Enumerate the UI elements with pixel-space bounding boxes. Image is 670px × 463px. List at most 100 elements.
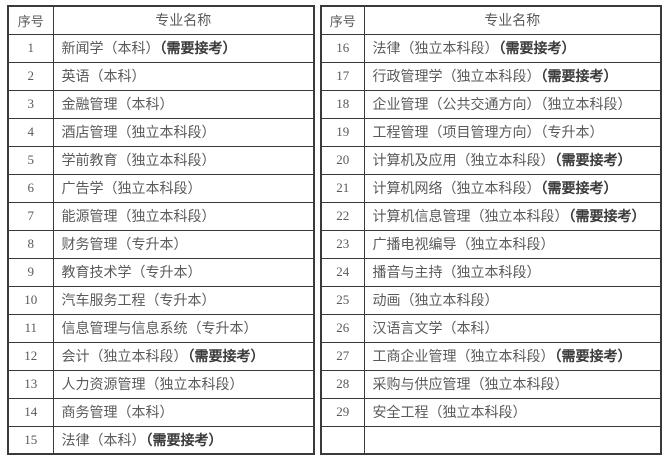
table-header: 序号 专业名称 — [320, 5, 662, 35]
serial-number-cell: 11 — [7, 313, 54, 343]
table-row: 22 计算机信息管理（独立本科段）（需要接考） — [320, 201, 662, 231]
header-serial-number: 序号 — [7, 5, 54, 35]
major-name-cell: 安全工程（独立本科段） — [363, 397, 662, 427]
serial-number-cell: 15 — [7, 425, 54, 455]
table-row: 1 新闻学（本科）（需要接考） — [7, 33, 315, 63]
table-row: 2 英语（本科） — [7, 61, 315, 91]
table-row: 11 信息管理与信息系统（专升本） — [7, 313, 315, 343]
major-name-text: 人力资源管理（独立本科段） — [61, 378, 244, 393]
major-name-cell: 金融管理（本科） — [52, 89, 315, 119]
major-name-text: 法律（独立本科段） — [372, 42, 499, 57]
serial-number-cell: 25 — [320, 285, 365, 315]
table-row: 28 采购与供应管理（独立本科段） — [320, 369, 662, 399]
major-name-cell: 工商企业管理（独立本科段）（需要接考） — [363, 341, 662, 371]
table-row: 20 计算机及应用（独立本科段）（需要接考） — [320, 145, 662, 175]
major-name-cell: 能源管理（独立本科段） — [52, 201, 315, 231]
major-name-cell: 采购与供应管理（独立本科段） — [363, 369, 662, 399]
serial-number-cell: 1 — [7, 33, 54, 63]
table-row: 5 学前教育（独立本科段） — [7, 145, 315, 175]
major-name-cell: 学前教育（独立本科段） — [52, 145, 315, 175]
major-name-cell: 广播电视编导（独立本科段） — [363, 229, 662, 259]
major-name-cell: 教育技术学（专升本） — [52, 257, 315, 287]
header-row: 序号 专业名称 — [320, 5, 662, 35]
table-row: 18 企业管理（公共交通方向）（独立本科段） — [320, 89, 662, 119]
major-name-cell: 英语（本科） — [52, 61, 315, 91]
serial-number-cell: 5 — [7, 145, 54, 175]
exam-required-note: （需要接考） — [159, 42, 237, 57]
serial-number-cell: 18 — [320, 89, 365, 119]
major-name-text: 法律（本科） — [61, 433, 146, 449]
serial-number-cell: 22 — [320, 201, 365, 231]
major-name-cell — [363, 425, 662, 455]
exam-required-note: （需要接考） — [568, 210, 646, 225]
serial-number-cell: 24 — [320, 257, 365, 287]
serial-number-cell: 20 — [320, 145, 365, 175]
major-name-text: 计算机网络（独立本科段） — [372, 182, 541, 197]
header-row: 序号 专业名称 — [7, 5, 315, 35]
exam-required-note: （需要接考） — [145, 433, 223, 449]
table-row: 12 会计（独立本科段）（需要接考） — [7, 341, 315, 371]
exam-required-note: （需要接考） — [540, 70, 618, 85]
serial-number-cell: 19 — [320, 117, 365, 147]
table-row: 13 人力资源管理（独立本科段） — [7, 369, 315, 399]
exam-required-note: （需要接考） — [540, 182, 618, 197]
major-name-text: 计算机信息管理（独立本科段） — [372, 210, 569, 225]
exam-required-note: （需要接考） — [554, 154, 632, 169]
major-name-cell: 法律（独立本科段）（需要接考） — [363, 33, 662, 63]
major-name-text: 会计（独立本科段） — [61, 350, 188, 365]
table-row: 23 广播电视编导（独立本科段） — [320, 229, 662, 259]
table-row: 27 工商企业管理（独立本科段）（需要接考） — [320, 341, 662, 371]
serial-number-cell: 21 — [320, 173, 365, 203]
major-name-text: 汽车服务工程（专升本） — [61, 294, 216, 309]
major-name-cell: 工程管理（项目管理方向）（专升本） — [363, 117, 662, 147]
majors-table-right: 序号 专业名称 16 法律（独立本科段）（需要接考） 17 行政管理学（独立本科段）（… — [320, 5, 662, 455]
major-name-cell: 汉语言文学（本科） — [363, 313, 662, 343]
major-name-cell: 动画（独立本科段） — [363, 285, 662, 315]
major-name-text: 广告学（独立本科段） — [61, 182, 202, 197]
exam-required-note: （需要接考） — [554, 350, 632, 365]
table-body: 1 新闻学（本科）（需要接考） 2 英语（本科） 3 金融管理（本科） 4 酒店管理（独立本科… — [7, 33, 315, 455]
serial-number-cell: 13 — [7, 369, 54, 399]
serial-number-cell: 8 — [7, 229, 54, 259]
serial-number-cell: 7 — [7, 201, 54, 231]
major-name-cell: 会计（独立本科段）（需要接考） — [52, 341, 315, 371]
serial-number-cell: 17 — [320, 61, 365, 91]
table-header: 序号 专业名称 — [7, 5, 315, 35]
table-row: 25 动画（独立本科段） — [320, 285, 662, 315]
major-name-text: 计算机及应用（独立本科段） — [372, 154, 555, 169]
table-body: 16 法律（独立本科段）（需要接考） 17 行政管理学（独立本科段）（需要接考） 18 企… — [320, 33, 662, 455]
major-name-text: 财务管理（专升本） — [61, 238, 188, 253]
table-row: 17 行政管理学（独立本科段）（需要接考） — [320, 61, 662, 91]
major-name-cell: 广告学（独立本科段） — [52, 173, 315, 203]
table-row: 3 金融管理（本科） — [7, 89, 315, 119]
major-name-text: 动画（独立本科段） — [372, 294, 499, 309]
table-row: 19 工程管理（项目管理方向）（专升本） — [320, 117, 662, 147]
exam-required-note: （需要接考） — [187, 350, 265, 365]
major-name-cell: 计算机信息管理（独立本科段）（需要接考） — [363, 201, 662, 231]
major-name-text: 工程管理（项目管理方向）（专升本） — [372, 126, 604, 141]
major-name-text: 工商企业管理（独立本科段） — [372, 350, 555, 365]
table-row — [320, 425, 662, 455]
major-name-text: 安全工程（独立本科段） — [372, 406, 527, 421]
major-name-text: 教育技术学（专升本） — [61, 266, 202, 281]
serial-number-cell: 10 — [7, 285, 54, 315]
table-row: 15 法律（本科）（需要接考） — [7, 425, 315, 455]
major-name-cell: 播音与主持（独立本科段） — [363, 257, 662, 287]
serial-number-cell: 28 — [320, 369, 365, 399]
major-name-cell: 人力资源管理（独立本科段） — [52, 369, 315, 399]
major-name-cell: 行政管理学（独立本科段）（需要接考） — [363, 61, 662, 91]
table-row: 8 财务管理（专升本） — [7, 229, 315, 259]
major-name-text: 广播电视编导（独立本科段） — [372, 238, 555, 253]
serial-number-cell: 26 — [320, 313, 365, 343]
table-row: 7 能源管理（独立本科段） — [7, 201, 315, 231]
major-name-text: 播音与主持（独立本科段） — [372, 266, 541, 281]
serial-number-cell: 3 — [7, 89, 54, 119]
major-name-cell: 法律（本科）（需要接考） — [52, 425, 315, 455]
table-row: 6 广告学（独立本科段） — [7, 173, 315, 203]
serial-number-cell: 2 — [7, 61, 54, 91]
major-name-cell: 汽车服务工程（专升本） — [52, 285, 315, 315]
header-major-name: 专业名称 — [363, 5, 662, 35]
table-row: 16 法律（独立本科段）（需要接考） — [320, 33, 662, 63]
table-row: 10 汽车服务工程（专升本） — [7, 285, 315, 315]
